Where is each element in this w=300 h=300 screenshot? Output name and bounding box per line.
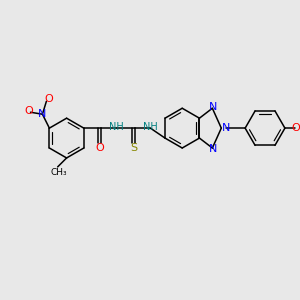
Text: N: N <box>38 109 46 119</box>
Text: O: O <box>24 106 33 116</box>
Text: NH: NH <box>143 122 158 132</box>
Text: N: N <box>209 102 218 112</box>
Text: NH: NH <box>109 122 124 132</box>
Text: O: O <box>292 123 300 133</box>
Text: O: O <box>95 143 104 153</box>
Text: O: O <box>44 94 53 104</box>
Text: N: N <box>222 123 230 133</box>
Text: N: N <box>209 144 218 154</box>
Text: S: S <box>130 143 137 153</box>
Text: CH₃: CH₃ <box>50 168 67 177</box>
